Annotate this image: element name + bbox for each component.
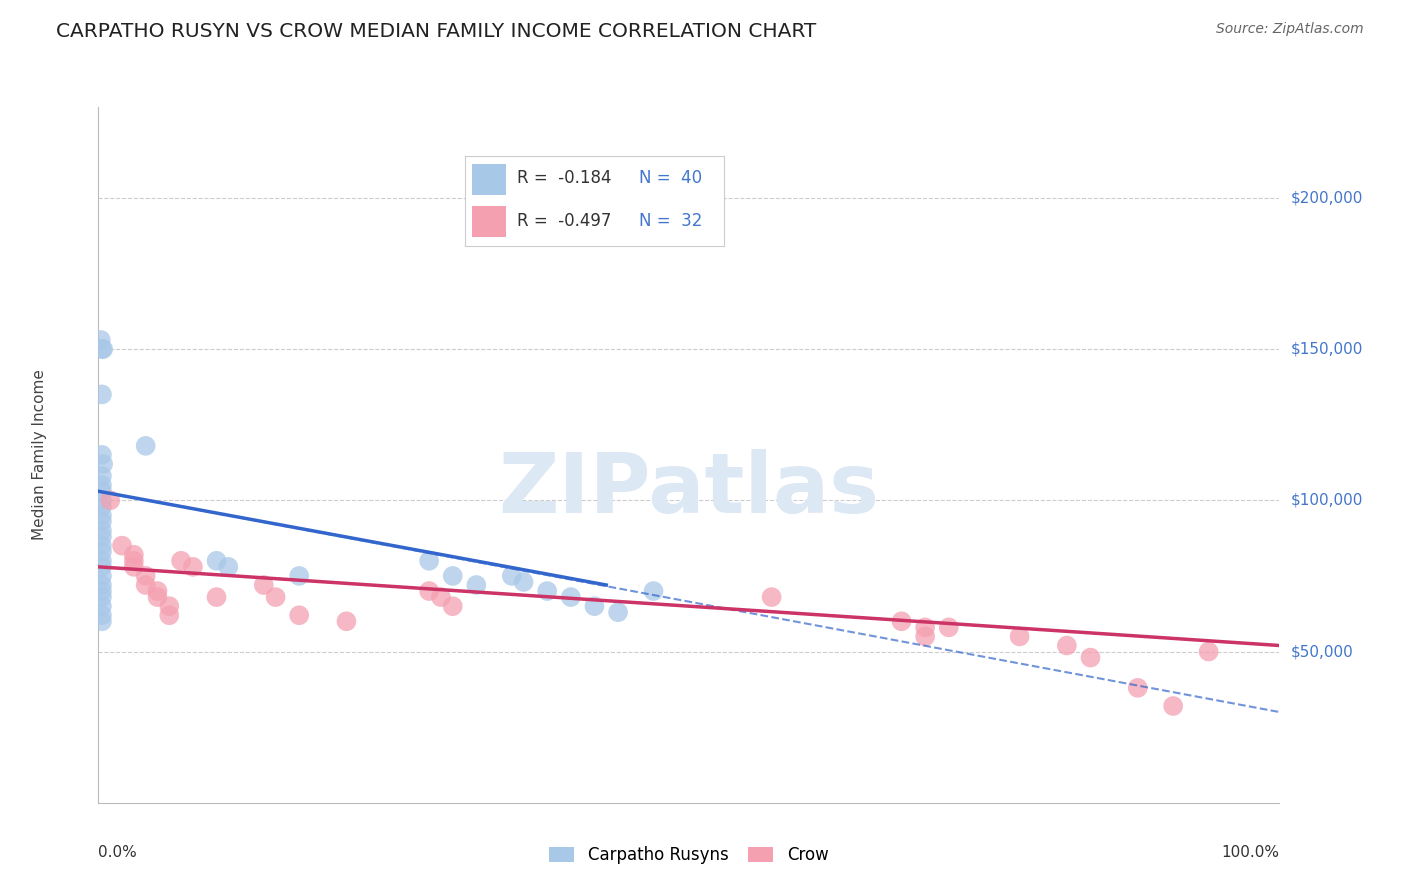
- Point: [264, 590, 287, 604]
- Point: [1056, 639, 1078, 653]
- Point: [217, 559, 239, 574]
- Point: [91, 539, 114, 553]
- Text: Median Family Income: Median Family Income: [32, 369, 46, 541]
- Point: [938, 620, 960, 634]
- Point: [643, 584, 665, 599]
- Point: [205, 590, 228, 604]
- Point: [288, 608, 311, 623]
- Text: CARPATHO RUSYN VS CROW MEDIAN FAMILY INCOME CORRELATION CHART: CARPATHO RUSYN VS CROW MEDIAN FAMILY INC…: [56, 22, 817, 41]
- Point: [91, 478, 114, 492]
- Point: [583, 599, 606, 614]
- Point: [122, 559, 145, 574]
- Point: [91, 569, 114, 583]
- Point: [146, 584, 169, 599]
- Text: ZIPatlas: ZIPatlas: [499, 450, 879, 530]
- Point: [418, 554, 440, 568]
- Point: [465, 578, 488, 592]
- Point: [253, 578, 276, 592]
- Point: [205, 554, 228, 568]
- Point: [441, 599, 464, 614]
- Text: 0.0%: 0.0%: [98, 845, 138, 860]
- Text: $150,000: $150,000: [1291, 342, 1362, 357]
- Point: [560, 590, 582, 604]
- Point: [90, 333, 112, 347]
- Point: [441, 569, 464, 583]
- Point: [91, 500, 114, 514]
- Point: [1126, 681, 1149, 695]
- Point: [430, 590, 453, 604]
- Text: Source: ZipAtlas.com: Source: ZipAtlas.com: [1216, 22, 1364, 37]
- Text: $50,000: $50,000: [1291, 644, 1354, 659]
- Point: [91, 342, 114, 356]
- Point: [501, 569, 523, 583]
- Point: [135, 569, 157, 583]
- Point: [91, 524, 114, 538]
- Point: [91, 469, 114, 483]
- Point: [122, 548, 145, 562]
- Point: [91, 615, 114, 629]
- Point: [914, 629, 936, 643]
- Point: [157, 599, 180, 614]
- Point: [536, 584, 558, 599]
- Point: [91, 342, 114, 356]
- Legend: Carpatho Rusyns, Crow: Carpatho Rusyns, Crow: [543, 839, 835, 871]
- Point: [91, 545, 114, 559]
- Point: [98, 493, 121, 508]
- Point: [91, 448, 114, 462]
- Point: [761, 590, 783, 604]
- Point: [607, 605, 630, 619]
- Text: 100.0%: 100.0%: [1222, 845, 1279, 860]
- Text: $200,000: $200,000: [1291, 190, 1362, 205]
- Point: [91, 457, 114, 471]
- Point: [111, 539, 134, 553]
- Point: [914, 620, 936, 634]
- Point: [181, 559, 204, 574]
- Point: [91, 608, 114, 623]
- Point: [335, 615, 357, 629]
- Point: [135, 439, 157, 453]
- Point: [91, 590, 114, 604]
- Point: [890, 615, 912, 629]
- Point: [146, 590, 169, 604]
- Point: [91, 530, 114, 544]
- Point: [170, 554, 193, 568]
- Point: [1080, 650, 1102, 665]
- Point: [512, 574, 534, 589]
- Point: [1161, 698, 1184, 713]
- Point: [91, 554, 114, 568]
- Point: [91, 584, 114, 599]
- Point: [91, 484, 114, 499]
- Point: [418, 584, 440, 599]
- Point: [91, 578, 114, 592]
- Point: [91, 508, 114, 523]
- Point: [122, 554, 145, 568]
- Point: [135, 578, 157, 592]
- Point: [91, 493, 114, 508]
- Point: [1008, 629, 1031, 643]
- Point: [157, 608, 180, 623]
- Point: [91, 559, 114, 574]
- Point: [91, 515, 114, 529]
- Point: [1198, 644, 1220, 658]
- Text: $100,000: $100,000: [1291, 492, 1362, 508]
- Point: [91, 387, 114, 401]
- Point: [91, 599, 114, 614]
- Point: [288, 569, 311, 583]
